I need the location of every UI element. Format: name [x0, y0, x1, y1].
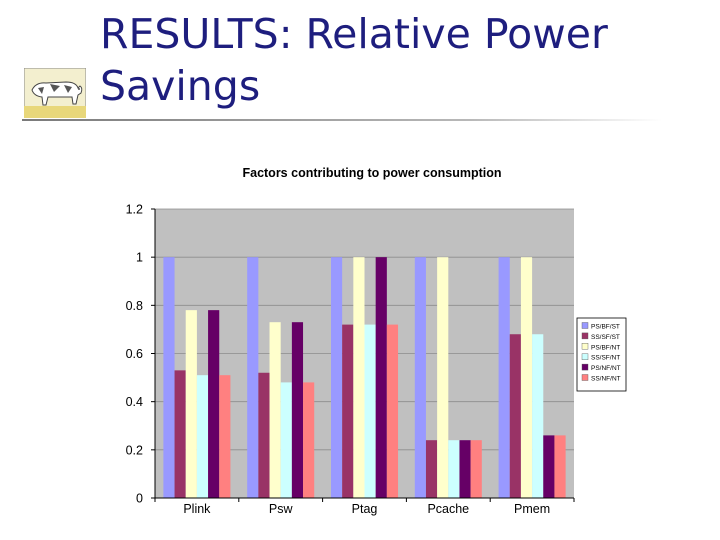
bar-ptag-series-2	[342, 324, 354, 498]
bar-pcache-series-2	[425, 440, 438, 498]
bar-ptag-series-3	[353, 257, 365, 498]
bar-plink-series-5	[208, 310, 220, 498]
y-tick-label: 0	[136, 492, 143, 506]
legend-swatch	[581, 374, 589, 381]
bar-psw-series-1	[247, 257, 259, 498]
bar-psw-series-3	[269, 322, 281, 498]
x-tick-label: Pcache	[427, 502, 469, 516]
y-tick-label: 1.2	[126, 203, 143, 217]
x-tick-label: Psw	[269, 502, 294, 516]
cow-logo-icon	[24, 68, 86, 118]
bar-psw-series-2	[258, 372, 270, 498]
bar-pmem-series-5	[543, 435, 555, 498]
legend-label: SS/SF/ST	[591, 334, 620, 341]
y-tick-label: 0.6	[126, 347, 143, 361]
bar-psw-series-6	[303, 382, 315, 498]
legend-swatch	[581, 343, 589, 350]
legend-label: PS/BF/NT	[591, 344, 620, 351]
bar-pmem-series-6	[554, 435, 566, 498]
bar-plink-series-1	[163, 257, 175, 498]
bar-pcache-series-4	[448, 440, 460, 498]
slide-title: RESULTS: Relative Power Savings	[100, 10, 608, 110]
legend-swatch	[581, 332, 589, 340]
legend-label: SS/NF/NT	[591, 376, 621, 383]
title-rule	[22, 119, 662, 121]
bar-plink-series-4	[196, 375, 209, 498]
bar-plink-series-2	[174, 370, 186, 498]
y-tick-label: 0.4	[126, 395, 143, 409]
y-tick-label: 0.8	[126, 299, 143, 313]
bar-ptag-series-1	[330, 257, 343, 498]
legend-swatch	[581, 322, 589, 329]
bar-pcache-series-5	[459, 440, 471, 498]
bar-pcache-series-6	[470, 440, 482, 498]
bar-pmem-series-1	[498, 257, 510, 498]
x-tick-label: Pmem	[514, 502, 550, 516]
y-tick-label: 1	[136, 251, 143, 265]
legend-swatch	[581, 363, 589, 371]
bar-pcache-series-1	[414, 257, 426, 498]
bar-psw-series-4	[280, 382, 292, 498]
bar-pmem-series-4	[532, 334, 544, 498]
bar-plink-series-3	[185, 310, 197, 498]
x-tick-label: Ptag	[352, 502, 378, 516]
y-tick-label: 0.2	[126, 443, 143, 457]
legend-label: SS/SF/NT	[591, 355, 620, 362]
legend-swatch	[581, 353, 589, 360]
x-tick-label: Plink	[183, 502, 211, 516]
bar-pcache-series-3	[437, 257, 449, 498]
bar-psw-series-5	[291, 322, 304, 498]
bar-ptag-series-6	[386, 324, 399, 498]
bar-ptag-series-5	[375, 257, 387, 498]
chart-title: Factors contributing to power consumptio…	[242, 166, 501, 180]
legend-label: PS/NF/NT	[591, 365, 621, 372]
bar-plink-series-6	[219, 375, 231, 498]
legend-label: PS/BF/ST	[591, 324, 620, 331]
bar-pmem-series-3	[520, 257, 533, 498]
bar-pmem-series-2	[509, 334, 521, 498]
bar-ptag-series-4	[364, 324, 376, 498]
